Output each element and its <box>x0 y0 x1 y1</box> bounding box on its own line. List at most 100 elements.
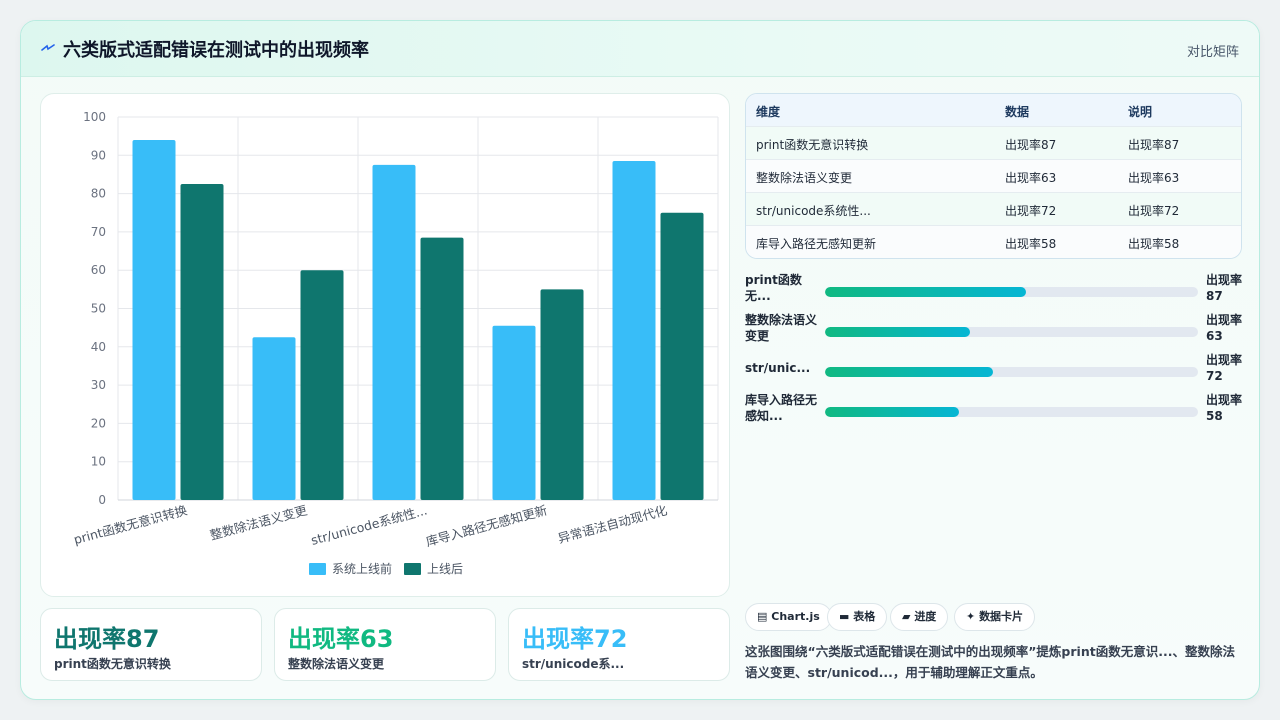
x-category-label: 库导入路径无感知更新 <box>424 502 549 549</box>
kpi-value: 出现率72 <box>522 625 628 653</box>
y-tick-label: 30 <box>91 378 106 392</box>
progress-value: 出现率58 <box>1206 393 1243 423</box>
summary-text: 这张图围绕“六类版式适配错误在测试中的出现频率”提炼print函数无意识...、… <box>745 644 1235 680</box>
progress-track <box>825 287 1198 297</box>
bar-after <box>180 184 224 500</box>
x-category-label: print函数无意识转换 <box>72 502 189 547</box>
progress-icon: ▰ <box>902 610 911 623</box>
progress-label: 库导入路径无感知... <box>745 393 818 423</box>
table-cell: 库导入路径无感知更新 <box>756 237 877 251</box>
progress-fill <box>825 287 1027 297</box>
bar-before <box>612 161 656 501</box>
table-row: 库导入路径无感知更新 出现率58 出现率58 <box>746 226 1241 258</box>
table-row: 整数除法语义变更 出现率63 出现率63 <box>746 160 1241 193</box>
bar-before <box>252 337 296 500</box>
table-cell: str/unicode系统性... <box>756 204 871 218</box>
progress-track <box>825 327 1198 337</box>
progress-value: 出现率72 <box>1206 353 1243 383</box>
kpi-label: print函数无意识转换 <box>54 657 171 671</box>
chip-label: 进度 <box>914 610 937 623</box>
page-title: 六类版式适配错误在测试中的出现频率 <box>63 40 369 61</box>
table-header: 维度 <box>756 105 781 119</box>
bar-after <box>660 212 704 500</box>
table-cell: print函数无意识转换 <box>756 138 869 152</box>
bar-chart: 0 10 20 30 40 50 60 70 80 90 100 print函数无意识转换 整数除法语义… <box>72 110 719 576</box>
compare-matrix-button[interactable]: 对比矩阵 <box>1186 45 1239 60</box>
y-tick-label: 90 <box>91 148 106 162</box>
kpi-card-2: 出现率63 整数除法语义变更 <box>274 608 496 681</box>
chart-icon: ▤ <box>757 610 768 623</box>
table-header-row: 维度 数据 说明 <box>746 94 1241 127</box>
data-table: 维度 数据 说明 print函数无意识转换 出现率87 出现率87 整数除法语义… <box>745 93 1242 259</box>
bar-after <box>420 237 464 500</box>
table-cell: 出现率58 <box>1005 237 1057 251</box>
legend-label: 上线后 <box>427 562 463 576</box>
kpi-card-3: 出现率72 str/unicode系... <box>508 608 730 681</box>
table-cell: 出现率72 <box>1005 204 1057 218</box>
kpi-card-1: 出现率87 print函数无意识转换 <box>40 608 262 681</box>
table-header: 说明 <box>1128 105 1153 119</box>
x-category-label: str/unicode系统性... <box>309 502 428 547</box>
table-cell: 出现率87 <box>1005 138 1057 152</box>
y-tick-label: 80 <box>91 187 106 201</box>
table-icon: ▬ <box>839 610 850 623</box>
chart-card: 0 10 20 30 40 50 60 70 80 90 100 print函数无意识转换 整数除法语义… <box>40 93 730 597</box>
kpi-value: 出现率87 <box>54 625 160 653</box>
progress-row: 库导入路径无感知... 出现率58 <box>745 392 1245 432</box>
chip-chartjs[interactable]: ▤ Chart.js <box>745 603 832 631</box>
progress-label: 整数除法语义变更 <box>745 313 818 343</box>
kpi-label: 整数除法语义变更 <box>288 657 385 671</box>
bar-after <box>300 270 344 500</box>
y-tick-label: 20 <box>91 416 106 430</box>
progress-fill <box>825 327 971 337</box>
y-tick-label: 100 <box>83 110 106 124</box>
progress-row: 整数除法语义变更 出现率63 <box>745 312 1245 352</box>
sparkle-icon: ✦ <box>966 610 976 623</box>
bar-after <box>540 289 584 500</box>
kpi-label: str/unicode系... <box>522 657 625 671</box>
y-tick-label: 0 <box>98 493 106 507</box>
progress-label: print函数无... <box>745 273 802 303</box>
chip-label: Chart.js <box>771 610 820 623</box>
table-header: 数据 <box>1005 105 1030 119</box>
bar-before <box>492 325 536 500</box>
y-tick-label: 10 <box>91 455 106 469</box>
progress-track <box>825 367 1198 377</box>
progress-track <box>825 407 1198 417</box>
dashboard-frame: 六类版式适配错误在测试中的出现频率 对比矩阵 0 10 20 30 40 50 60 70 80… <box>20 20 1260 700</box>
y-tick-label: 70 <box>91 225 106 239</box>
table-cell: 出现率58 <box>1128 237 1180 251</box>
progress-fill <box>825 367 993 377</box>
chip-table[interactable]: ▬ 表格 <box>827 603 888 631</box>
chip-progress[interactable]: ▰ 进度 <box>890 603 949 631</box>
y-tick-label: 60 <box>91 263 106 277</box>
x-category-label: 整数除法语义变更 <box>208 502 309 543</box>
legend-label: 系统上线前 <box>332 561 392 576</box>
bar-before <box>372 164 416 500</box>
header: 六类版式适配错误在测试中的出现频率 对比矩阵 <box>21 21 1259 77</box>
chip-label: 表格 <box>853 610 876 623</box>
progress-label: str/unic... <box>745 361 811 375</box>
progress-row: str/unic... 出现率72 <box>745 352 1245 392</box>
x-category-label: 异常语法自动现代化 <box>556 502 669 546</box>
bar-before <box>132 139 176 501</box>
table-row: print函数无意识转换 出现率87 出现率87 <box>746 127 1241 160</box>
table-cell: 出现率63 <box>1005 171 1057 185</box>
chip-label: 数据卡片 <box>979 610 1024 623</box>
table-cell: 出现率63 <box>1128 171 1180 185</box>
chip-data-cards[interactable]: ✦ 数据卡片 <box>954 603 1036 631</box>
legend-swatch <box>404 563 421 575</box>
kpi-value: 出现率63 <box>288 625 394 653</box>
progress-row: print函数无... 出现率87 <box>745 272 1245 312</box>
progress-fill <box>825 407 960 417</box>
legend-swatch <box>309 563 326 575</box>
progress-value: 出现率63 <box>1206 313 1243 343</box>
bolt-icon <box>41 44 55 51</box>
table-cell: 整数除法语义变更 <box>756 171 853 185</box>
table-row: str/unicode系统性... 出现率72 出现率72 <box>746 193 1241 226</box>
progress-value: 出现率87 <box>1206 273 1243 303</box>
table-cell: 出现率87 <box>1128 138 1180 152</box>
y-tick-label: 50 <box>91 302 106 316</box>
y-tick-label: 40 <box>91 340 106 354</box>
table-cell: 出现率72 <box>1128 204 1180 218</box>
